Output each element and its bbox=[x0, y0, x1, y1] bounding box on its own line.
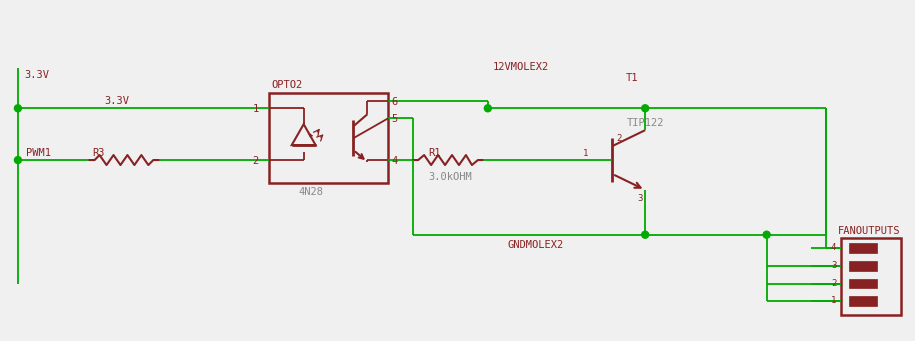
Text: GNDMOLEX2: GNDMOLEX2 bbox=[508, 240, 564, 250]
Text: 3: 3 bbox=[637, 194, 642, 203]
Text: 1: 1 bbox=[253, 104, 259, 114]
Text: 6: 6 bbox=[392, 97, 397, 107]
Text: OPTO2: OPTO2 bbox=[272, 80, 303, 90]
Text: 3.3V: 3.3V bbox=[104, 96, 130, 106]
Text: 3.0kOHM: 3.0kOHM bbox=[428, 172, 472, 182]
Bar bbox=[849, 261, 877, 270]
Text: T1: T1 bbox=[625, 73, 638, 84]
Text: 4: 4 bbox=[392, 156, 397, 166]
Text: 2: 2 bbox=[253, 156, 259, 166]
Circle shape bbox=[15, 157, 21, 164]
Bar bbox=[849, 279, 877, 288]
Circle shape bbox=[641, 231, 649, 238]
Text: 5: 5 bbox=[392, 114, 397, 124]
Circle shape bbox=[641, 105, 649, 112]
Bar bbox=[841, 238, 901, 315]
Bar bbox=[269, 93, 388, 183]
Text: 12VMOLEX2: 12VMOLEX2 bbox=[493, 62, 549, 73]
Text: 3: 3 bbox=[831, 261, 836, 270]
Text: PWM1: PWM1 bbox=[26, 148, 51, 158]
Text: TIP122: TIP122 bbox=[628, 118, 664, 128]
Text: 4N28: 4N28 bbox=[298, 187, 324, 197]
Text: 3.3V: 3.3V bbox=[24, 71, 48, 80]
Text: R1: R1 bbox=[428, 148, 441, 158]
Bar bbox=[849, 296, 877, 307]
Text: 2: 2 bbox=[617, 134, 621, 143]
Circle shape bbox=[15, 105, 21, 112]
Text: FANOUTPUTS: FANOUTPUTS bbox=[838, 226, 900, 236]
Text: 4: 4 bbox=[831, 243, 836, 252]
Bar bbox=[849, 243, 877, 253]
Text: 1: 1 bbox=[583, 149, 587, 158]
Text: 1: 1 bbox=[831, 296, 836, 306]
Text: R3: R3 bbox=[92, 148, 105, 158]
Text: 2: 2 bbox=[831, 279, 836, 287]
Circle shape bbox=[484, 105, 491, 112]
Circle shape bbox=[763, 231, 770, 238]
